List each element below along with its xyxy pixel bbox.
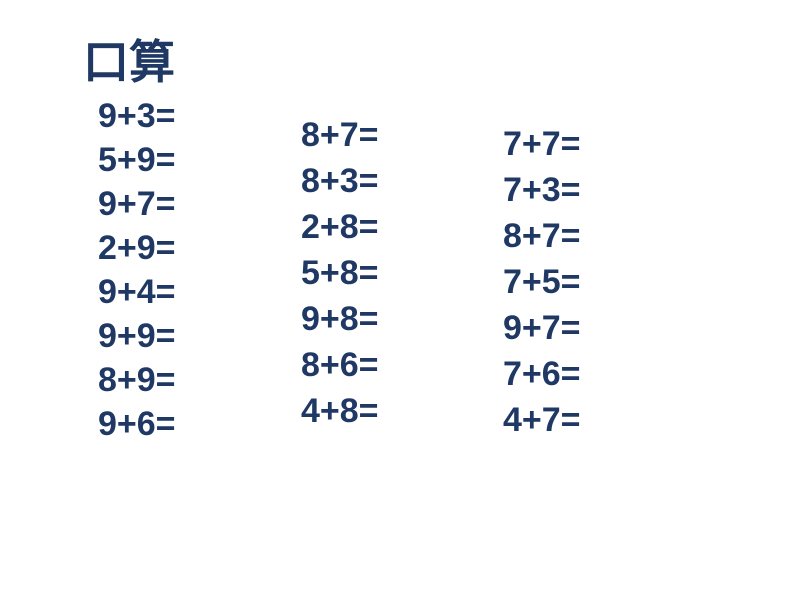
column-1: 9+3=5+9=9+7=2+9=9+4=9+9=8+9=9+6= bbox=[98, 94, 176, 446]
math-problem: 5+9= bbox=[98, 138, 176, 182]
column-2: 8+7=8+3=2+8=5+8=9+8=8+6=4+8= bbox=[301, 112, 379, 434]
math-problem: 9+7= bbox=[503, 305, 581, 351]
math-problem: 7+3= bbox=[503, 167, 581, 213]
math-problem: 7+7= bbox=[503, 121, 581, 167]
math-problem: 4+8= bbox=[301, 388, 379, 434]
math-problem: 9+8= bbox=[301, 296, 379, 342]
math-problem: 9+3= bbox=[98, 94, 176, 138]
math-problem: 8+7= bbox=[301, 112, 379, 158]
math-problem: 2+9= bbox=[98, 226, 176, 270]
math-problem: 7+6= bbox=[503, 351, 581, 397]
math-problem: 9+7= bbox=[98, 182, 176, 226]
math-problem: 9+4= bbox=[98, 270, 176, 314]
math-problem: 8+9= bbox=[98, 358, 176, 402]
column-3: 7+7=7+3=8+7=7+5=9+7=7+6=4+7= bbox=[503, 121, 581, 443]
page-title: 口算 bbox=[83, 26, 175, 92]
math-problem: 8+7= bbox=[503, 213, 581, 259]
math-problem: 7+5= bbox=[503, 259, 581, 305]
math-problem: 4+7= bbox=[503, 397, 581, 443]
math-problem: 9+6= bbox=[98, 402, 176, 446]
math-problem: 2+8= bbox=[301, 204, 379, 250]
math-problem: 5+8= bbox=[301, 250, 379, 296]
math-problem: 8+3= bbox=[301, 158, 379, 204]
math-problem: 9+9= bbox=[98, 314, 176, 358]
math-problem: 8+6= bbox=[301, 342, 379, 388]
